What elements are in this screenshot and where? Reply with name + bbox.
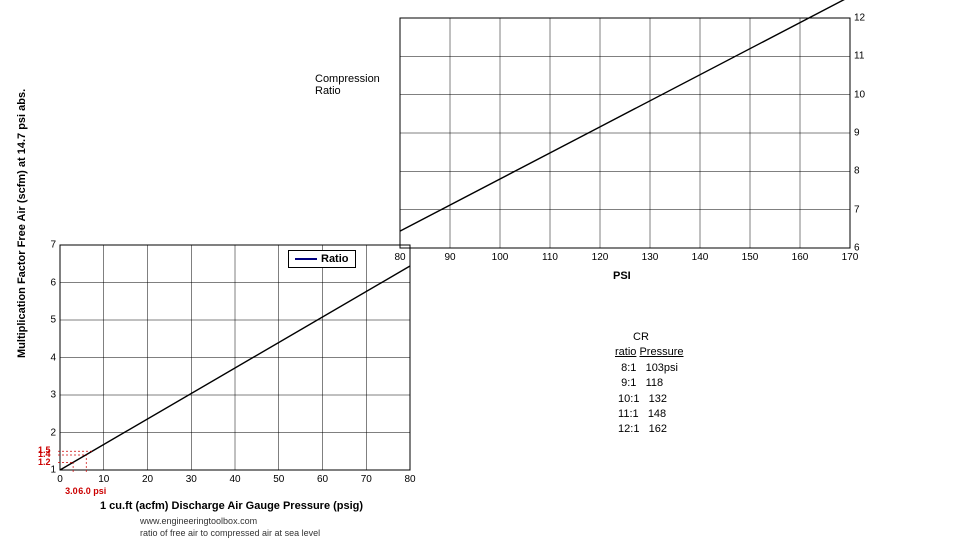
cr-table-row: 10:1 132 xyxy=(615,392,684,407)
cr-table-row: 9:1 118 xyxy=(615,376,684,391)
cr-table-title: CR xyxy=(633,330,684,345)
legend: Ratio xyxy=(288,250,356,268)
cr-table-row: 8:1 103psi xyxy=(615,361,684,376)
legend-line-icon xyxy=(295,258,317,260)
cr-table-row: 12:1 162 xyxy=(615,422,684,437)
y-axis-title: Multiplication Factor Free Air (scfm) at… xyxy=(16,98,28,358)
footer-url: www.engineeringtoolbox.com xyxy=(140,516,257,526)
x-axis-title-chart1: 1 cu.ft (acfm) Discharge Air Gauge Press… xyxy=(100,500,363,512)
footer-note: ratio of free air to compressed air at s… xyxy=(140,528,320,538)
cr-table-header: ratio Pressure xyxy=(615,345,684,360)
cr-table: CRratio Pressure 8:1 103psi 9:1 118 10:1… xyxy=(615,330,684,438)
x-axis-title-chart2: PSI xyxy=(613,270,631,282)
legend-label: Ratio xyxy=(321,253,349,265)
cr-table-row: 11:1 148 xyxy=(615,407,684,422)
cr-col-ratio: ratio xyxy=(615,346,636,358)
cr-col-pressure: Pressure xyxy=(639,346,683,358)
compression-ratio-label: CompressionRatio xyxy=(315,73,395,97)
